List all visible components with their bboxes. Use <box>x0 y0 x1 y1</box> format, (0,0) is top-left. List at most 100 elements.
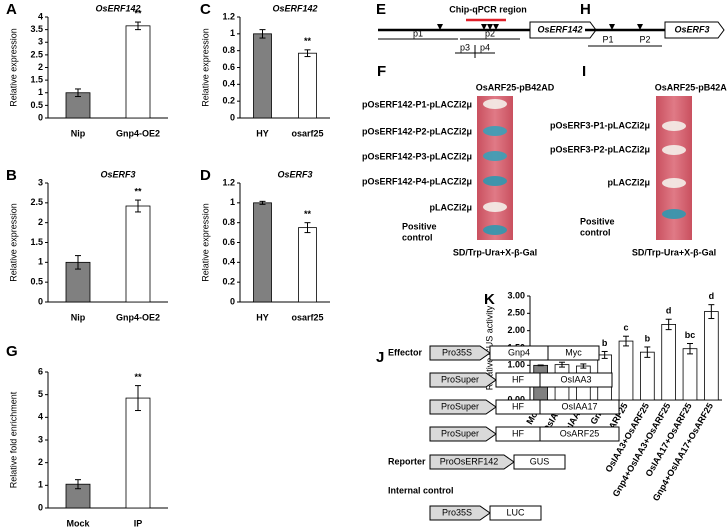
row-label: pOsERF3-P1-pLACZi2μ <box>550 120 650 130</box>
y-tick-label: 4 <box>38 412 43 422</box>
y-tick-label: 0.8 <box>222 217 235 227</box>
binding-site <box>493 24 499 30</box>
promoter <box>429 454 515 470</box>
bar <box>298 52 317 119</box>
construct-label: GUS <box>530 456 550 466</box>
region-label: Chip-qPCR region <box>449 4 527 14</box>
y-tick-label: 1.2 <box>222 11 235 21</box>
construct-box <box>489 505 542 521</box>
bar <box>704 311 719 401</box>
control-label: control <box>402 232 433 242</box>
annotation: ** <box>134 8 142 18</box>
y-tick-label: 0.4 <box>222 79 235 89</box>
x-tick-label: osarf25 <box>291 312 323 322</box>
row-label: pOsERF142-P3-pLACZi2μ <box>362 151 472 161</box>
promoter <box>429 426 497 442</box>
x-tick-label: HY <box>256 128 269 138</box>
error-bar <box>75 255 81 270</box>
medium-label: SD/Trp-Ura+X-β-Gal <box>632 247 716 257</box>
y-tick-label: 1 <box>38 257 43 267</box>
y-tick-label: 1 <box>230 197 235 207</box>
construct-box <box>539 399 620 415</box>
panel-label: H <box>580 1 591 18</box>
construct-label: OsIAA17 <box>561 401 597 411</box>
y-tick-label: 0.5 <box>30 100 43 110</box>
y-tick-label: 2.00 <box>507 325 525 335</box>
construct-label: Myc <box>565 347 582 357</box>
y-tick-label: 0 <box>230 296 235 306</box>
y-tick-label: 3.5 <box>30 24 43 34</box>
error-bar <box>304 222 311 234</box>
error-bar <box>75 88 81 98</box>
y-tick-label: 0.2 <box>222 277 235 287</box>
construct-box <box>539 426 620 442</box>
y-tick-label: 0 <box>38 112 43 122</box>
annotation: ** <box>304 36 312 46</box>
panel-label: G <box>6 343 18 360</box>
bar <box>618 340 634 401</box>
error-bar <box>580 363 587 369</box>
y-tick-label: 5 <box>38 389 43 399</box>
construct-label: HF <box>512 374 524 384</box>
primer-label: p4 <box>480 42 490 52</box>
group-label: Effector <box>388 347 423 357</box>
primer-label: p2 <box>485 28 495 38</box>
construct-box <box>547 345 600 361</box>
error-bar <box>601 350 608 359</box>
y-tick-label: 0 <box>38 296 43 306</box>
annotation: b <box>645 333 651 343</box>
bar <box>253 202 272 303</box>
yeast-spot <box>483 126 507 136</box>
yeast-spot <box>662 145 686 155</box>
yeast-spot <box>662 209 686 219</box>
annotation: ** <box>134 372 142 382</box>
promoter <box>429 505 491 521</box>
promoter <box>429 399 497 415</box>
row-label: pOsERF142-P1-pLACZi2μ <box>362 99 472 109</box>
yeast-spot <box>483 225 507 235</box>
error-bar <box>135 21 141 31</box>
y-tick-label: 3 <box>38 177 43 187</box>
error-bar <box>708 304 715 320</box>
y-tick-label: 2.5 <box>30 49 43 59</box>
primer-label: p1 <box>413 28 423 38</box>
error-bar <box>75 479 81 490</box>
bar <box>682 348 698 401</box>
y-tick-label: 2.5 <box>30 197 43 207</box>
bar <box>125 397 151 509</box>
panel-label: D <box>200 167 211 184</box>
annotation: d <box>709 291 715 301</box>
promoter-label: ProSuper <box>441 401 479 411</box>
error-bar <box>665 318 672 331</box>
construct-label: LUC <box>506 507 525 517</box>
bar <box>640 351 655 401</box>
y-tick-label: 1.5 <box>30 237 43 247</box>
promoter-label: ProSuper <box>441 428 479 438</box>
y-tick-label: 0.00 <box>507 394 525 404</box>
control-label: control <box>580 227 611 237</box>
gene-box <box>529 21 597 39</box>
x-tick-label: Gnp4-OE2 <box>116 312 160 322</box>
gene-label: OsERF3 <box>674 24 709 34</box>
construct-label: HF <box>512 401 524 411</box>
x-tick-label: osarf25 <box>291 128 323 138</box>
y-tick-label: 2 <box>38 217 43 227</box>
y-tick-label: 2 <box>38 457 43 467</box>
annotation: ** <box>304 209 312 219</box>
y-tick-label: 0.6 <box>222 62 235 72</box>
construct-box <box>513 454 566 470</box>
y-tick-label: 4 <box>38 11 43 21</box>
bar <box>298 227 317 303</box>
binding-site <box>609 24 615 30</box>
annotation: b <box>602 338 608 348</box>
primer-label: P2 <box>639 34 650 44</box>
plate-title: OsARF25-pB42AD <box>655 82 727 92</box>
bar <box>661 324 677 401</box>
promoter-label: ProSuper <box>441 374 479 384</box>
promoter-label: ProOsERF142 <box>440 456 499 466</box>
bar <box>125 205 151 303</box>
chart-title: OsERF142 <box>95 3 140 13</box>
error-bar <box>135 199 141 213</box>
construct-label: OsIAA3 <box>560 374 591 384</box>
